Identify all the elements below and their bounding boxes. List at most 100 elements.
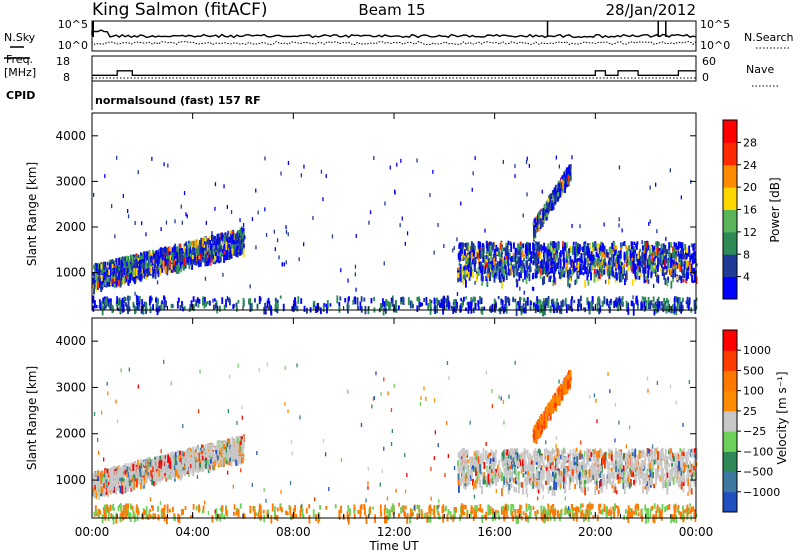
echo-cell xyxy=(416,296,419,302)
echo-cell xyxy=(615,256,618,261)
echo-cell xyxy=(229,442,232,446)
echo-cell xyxy=(164,455,166,463)
echo-cell xyxy=(657,302,659,307)
echo-cell xyxy=(550,257,553,263)
echo-cell xyxy=(568,260,571,265)
echo-cell xyxy=(294,300,297,307)
echo-cell xyxy=(648,222,650,226)
echo-cell xyxy=(193,304,195,312)
echo-cell xyxy=(634,270,637,277)
echo-cell xyxy=(430,307,433,311)
echo-cell xyxy=(586,275,589,281)
echo-cell xyxy=(204,297,206,306)
echo-cell xyxy=(101,266,104,275)
echo-cell xyxy=(536,305,539,312)
echo-cell xyxy=(602,249,604,258)
echo-cell xyxy=(155,468,158,473)
echo-cell xyxy=(558,265,561,273)
echo-cell xyxy=(658,300,661,307)
echo-cell xyxy=(631,300,634,306)
echo-cell xyxy=(569,272,571,278)
echo-cell xyxy=(542,207,545,214)
echo-cell xyxy=(655,241,657,248)
echo-cell xyxy=(113,274,116,282)
echo-cell xyxy=(645,249,648,256)
echo-cell xyxy=(191,261,194,270)
echo-cell xyxy=(92,272,95,276)
echo-cell xyxy=(561,266,564,275)
echo-cell xyxy=(549,251,552,260)
echo-cell xyxy=(136,303,139,310)
echo-cell xyxy=(347,278,349,283)
echo-cell xyxy=(174,247,177,252)
echo-cell xyxy=(566,274,569,279)
echo-cell xyxy=(676,246,679,251)
echo-cell xyxy=(534,252,537,258)
echo-cell xyxy=(636,269,639,276)
echo-cell xyxy=(579,264,582,270)
echo-cell xyxy=(545,208,548,213)
echo-cell xyxy=(690,243,693,248)
echo-cell xyxy=(576,246,579,253)
echo-cell xyxy=(613,300,616,309)
echo-cell xyxy=(556,262,559,269)
echo-cell xyxy=(665,297,668,303)
echo-cell xyxy=(404,241,406,246)
echo-cell xyxy=(565,242,568,248)
echo-cell xyxy=(458,258,461,262)
echo-cell xyxy=(110,467,113,476)
echo-cell xyxy=(495,263,498,271)
colorbar-band xyxy=(723,209,737,233)
echo-cell xyxy=(128,261,131,270)
echo-cell xyxy=(566,174,569,181)
echo-cell xyxy=(543,276,546,285)
echo-cell xyxy=(461,301,464,309)
echo-cell xyxy=(656,241,659,246)
colorbar-band xyxy=(723,254,737,278)
echo-cell xyxy=(688,245,691,255)
echo-cell xyxy=(467,254,470,259)
echo-cell xyxy=(534,256,537,266)
echo-cell xyxy=(470,261,473,268)
echo-cell xyxy=(429,307,432,315)
echo-cell xyxy=(433,297,436,305)
echo-cell xyxy=(508,298,510,304)
echo-cell xyxy=(144,476,147,485)
echo-cell xyxy=(645,275,647,281)
echo-cell xyxy=(535,248,538,257)
echo-cell xyxy=(125,271,128,278)
echo-cell xyxy=(203,244,206,248)
echo-cell xyxy=(383,261,385,266)
echo-cell xyxy=(503,260,506,265)
echo-cell xyxy=(198,240,201,244)
echo-cell xyxy=(103,271,106,280)
echo-cell xyxy=(340,268,342,273)
echo-cell xyxy=(543,215,546,221)
echo-cell xyxy=(652,246,655,252)
echo-cell xyxy=(174,243,177,248)
colorbar-band xyxy=(723,231,737,255)
echo-cell xyxy=(643,297,646,301)
echo-cell xyxy=(683,273,686,279)
echo-cell xyxy=(540,262,543,269)
echo-cell xyxy=(490,247,493,256)
echo-cell xyxy=(498,267,501,272)
echo-cell xyxy=(399,223,401,228)
echo-cell xyxy=(682,270,685,278)
echo-cell xyxy=(584,265,587,274)
echo-cell xyxy=(690,267,693,274)
echo-cell xyxy=(681,243,683,249)
echo-cell xyxy=(466,242,469,251)
echo-cell xyxy=(142,252,144,260)
echo-cell xyxy=(607,277,610,285)
echo-cell xyxy=(558,252,561,260)
echo-cell xyxy=(99,304,102,311)
echo-cell xyxy=(498,260,501,267)
echo-cell xyxy=(163,162,165,167)
echo-cell xyxy=(97,281,100,289)
echo-cell xyxy=(363,297,366,302)
echo-cell xyxy=(140,259,143,264)
echo-cell xyxy=(127,272,129,277)
echo-cell xyxy=(643,241,646,249)
